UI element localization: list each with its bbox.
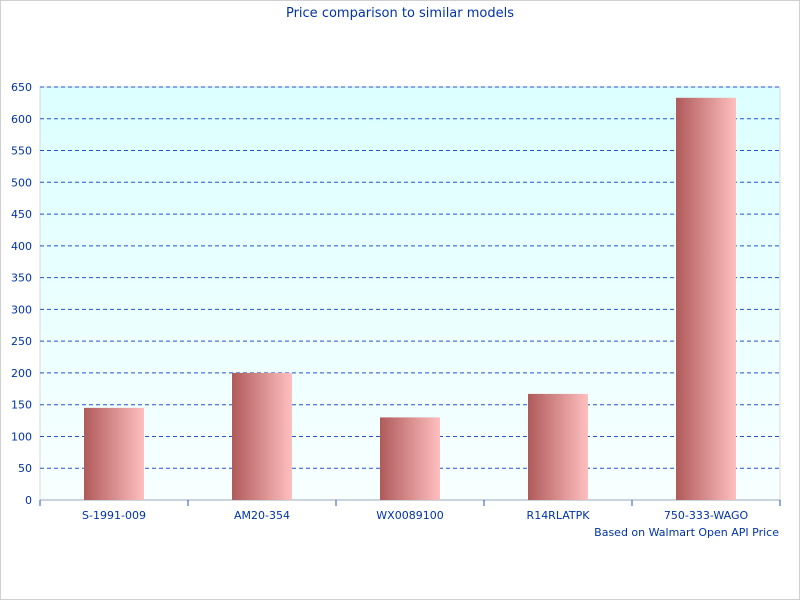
y-tick-label: 100 — [11, 430, 32, 443]
x-tick-label: 750-333-WAGO — [664, 509, 749, 522]
y-tick-label: 400 — [11, 240, 32, 253]
x-tick-label: R14RLATPK — [527, 509, 591, 522]
y-tick-label: 350 — [11, 272, 32, 285]
y-tick-label: 500 — [11, 176, 32, 189]
y-tick-label: 450 — [11, 208, 32, 221]
bar — [232, 372, 292, 500]
y-tick-label: 50 — [18, 462, 32, 475]
y-tick-label: 150 — [11, 399, 32, 412]
y-tick-label: 0 — [25, 494, 32, 507]
chart-footnote: Based on Walmart Open API Price — [594, 526, 779, 539]
y-tick-label: 300 — [11, 303, 32, 316]
x-tick-label: AM20-354 — [234, 509, 290, 522]
y-tick-label: 200 — [11, 367, 32, 380]
bar — [528, 393, 588, 500]
bar — [84, 407, 144, 500]
chart-title: Price comparison to similar models — [286, 6, 514, 21]
x-tick-label: WX0089100 — [376, 509, 443, 522]
bar — [676, 97, 736, 500]
bar — [380, 417, 440, 500]
y-tick-label: 600 — [11, 113, 32, 126]
y-tick-label: 250 — [11, 335, 32, 348]
y-tick-label: 650 — [11, 81, 32, 94]
x-tick-label: S-1991-009 — [82, 509, 146, 522]
y-tick-label: 550 — [11, 145, 32, 158]
